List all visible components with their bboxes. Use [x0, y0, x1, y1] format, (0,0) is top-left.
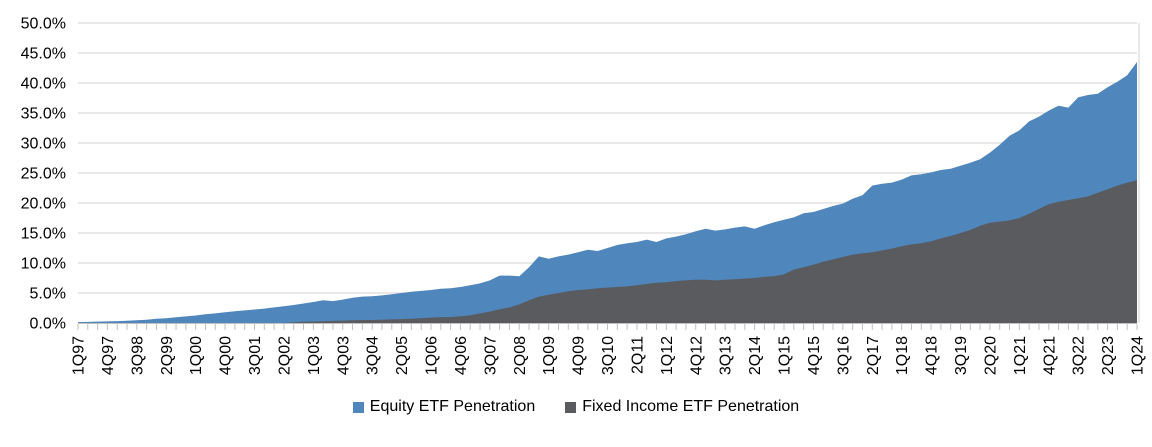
x-axis-tick-label: 3Q04 [365, 336, 382, 375]
x-axis-tick-label: 3Q16 [835, 336, 852, 375]
y-axis-tick-label: 30.0% [21, 136, 66, 153]
x-axis-tick-label: 2Q17 [865, 336, 882, 375]
legend-item-equity: Equity ETF Penetration [352, 398, 536, 416]
x-axis-tick-label: 2Q05 [394, 336, 411, 375]
x-axis-tick-label: 4Q21 [1041, 336, 1058, 375]
x-axis-tick-label: 4Q03 [335, 336, 352, 375]
x-axis-tick-label: 4Q06 [453, 336, 470, 375]
x-axis-tick-label: 4Q09 [571, 336, 588, 375]
x-axis-tick-label: 4Q00 [218, 336, 235, 375]
x-axis-tick-label: 4Q15 [806, 336, 823, 375]
fixed-income-area-series [78, 180, 1137, 323]
x-axis-tick-label: 1Q97 [71, 336, 88, 375]
gridlines [78, 22, 1140, 323]
x-axis-tick-label: 1Q06 [424, 336, 441, 375]
x-axis-tick-label: 1Q00 [188, 336, 205, 375]
x-axis-tick-label: 2Q99 [159, 336, 176, 375]
y-axis-tick-label: 50.0% [21, 16, 66, 33]
x-axis-tick-label: 1Q09 [541, 336, 558, 375]
x-axis-tick-label: 4Q18 [924, 336, 941, 375]
y-axis-tick-label: 20.0% [21, 196, 66, 213]
x-axis-tick-label: 2Q02 [276, 336, 293, 375]
x-axis-tick-label: 1Q12 [659, 336, 676, 375]
x-axis-tick-label: 2Q20 [982, 336, 999, 375]
y-axis-tick-label: 0.0% [30, 316, 66, 333]
legend-label-equity: Equity ETF Penetration [369, 398, 536, 415]
y-axis-tick-label: 40.0% [21, 76, 66, 93]
x-axis-tick-label: 3Q07 [482, 336, 499, 375]
y-axis-tick-label: 45.0% [21, 46, 66, 63]
x-axis-tick-label: 2Q23 [1100, 336, 1117, 375]
x-axis-labels: 1Q97 4Q97 3Q98 2Q99 1Q00 4Q00 3Q01 2Q02 1Q03 4Q03… [71, 336, 1147, 375]
x-axis-tick-label: 4Q12 [688, 336, 705, 375]
equity-legend-swatch-icon [352, 401, 364, 413]
y-axis-tick-label: 10.0% [21, 256, 66, 273]
legend-item-fixed-income: Fixed Income ETF Penetration [565, 398, 799, 416]
legend-label-fixed-income: Fixed Income ETF Penetration [582, 398, 800, 415]
x-axis-tick-label: 2Q08 [512, 336, 529, 375]
chart-legend: Equity ETF Penetration Fixed Income ETF … [0, 398, 1152, 416]
x-axis-tick-label: 2Q14 [747, 336, 764, 375]
x-axis-tick-label: 3Q10 [600, 336, 617, 375]
x-axis [77, 323, 1138, 330]
x-axis-tick-label: 1Q03 [306, 336, 323, 375]
x-axis-tick-label: 3Q22 [1071, 336, 1088, 375]
x-axis-tick-label: 1Q24 [1130, 336, 1147, 375]
x-axis-tick-label: 3Q98 [129, 336, 146, 375]
x-axis-tick-label: 4Q97 [100, 336, 117, 375]
x-axis-tick-label: 1Q21 [1012, 336, 1029, 375]
y-axis-labels: 50.0% 45.0% 40.0% 35.0% 30.0% 25.0% 20.0% 15.0%… [21, 16, 66, 333]
y-axis-tick-label: 25.0% [21, 166, 66, 183]
x-axis-tick-label: 3Q13 [718, 336, 735, 375]
x-axis-tick-label: 3Q01 [247, 336, 264, 375]
fixed-income-legend-swatch-icon [565, 401, 577, 413]
y-axis-tick-label: 5.0% [30, 286, 66, 303]
y-axis-tick-label: 15.0% [21, 226, 66, 243]
x-axis-tick-label: 2Q11 [629, 336, 646, 374]
x-axis-tick-label: 3Q19 [953, 336, 970, 375]
x-axis-tick-label: 1Q15 [777, 336, 794, 375]
x-axis-tick-label: 1Q18 [894, 336, 911, 375]
y-axis-tick-label: 35.0% [21, 106, 66, 123]
